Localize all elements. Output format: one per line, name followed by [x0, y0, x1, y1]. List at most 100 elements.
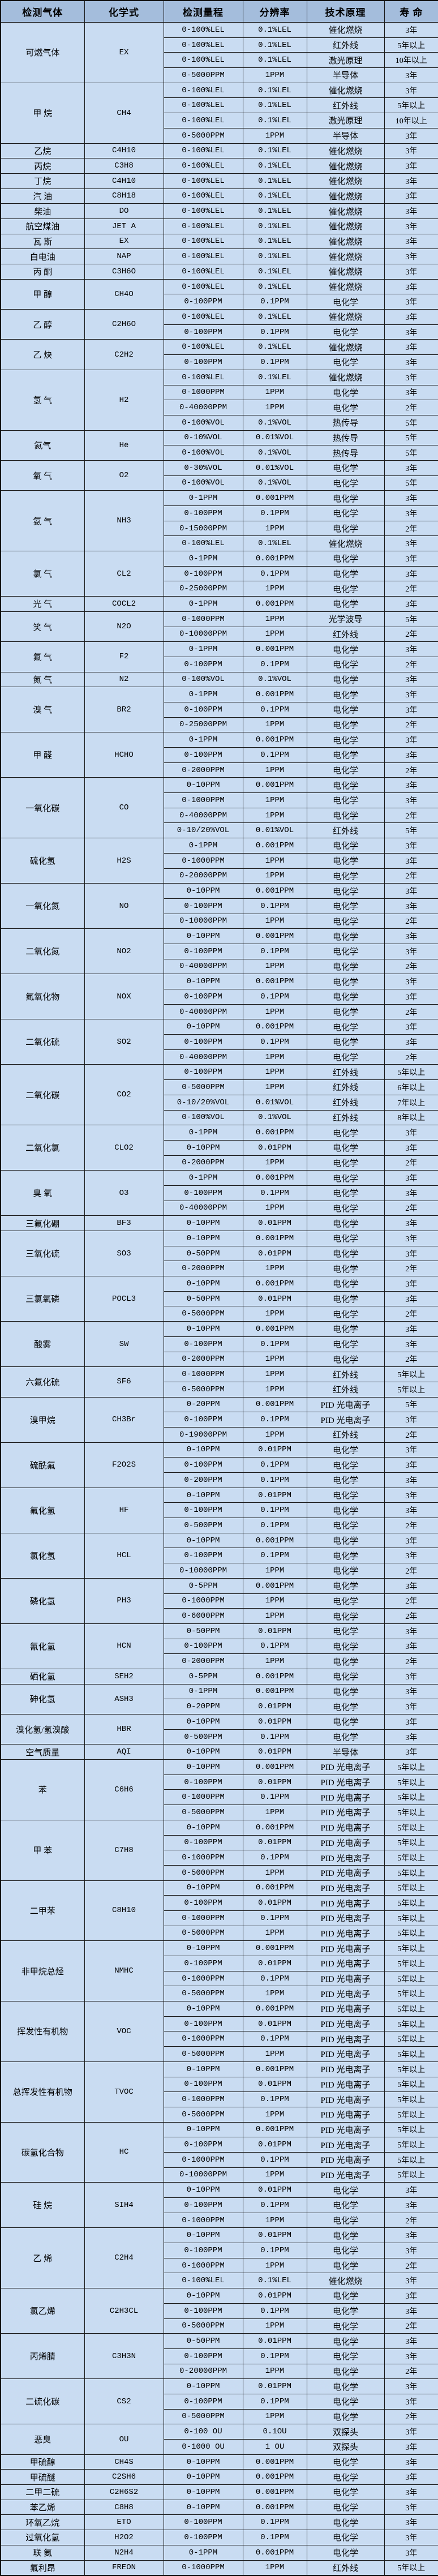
- column-header-lifespan: 寿 命: [384, 0, 438, 23]
- range-cell: 0-100PPM: [163, 1638, 243, 1655]
- table-row: 0-100PPM 0.01PPM PID 光电离子 5年以上: [1, 2016, 438, 2032]
- life-cell: 2年: [384, 717, 438, 733]
- formula-cell: HCHO: [84, 732, 164, 778]
- table-row: 0-1000 OU 1 OU 双探头 3年: [1, 2439, 438, 2455]
- table-row: 空气质量 AQI 0-10PPM 0.01PPM 半导体 3年: [0, 1744, 438, 1760]
- range-cell: 0-100PPM: [163, 505, 243, 521]
- life-cell: 3年: [384, 2393, 438, 2410]
- table-row: 硫化氢 H2S 0-1PPM 0.001PPM 电化学 3年: [0, 838, 438, 884]
- table-row: 0-2000PPM 1PPM 电化学 2年: [1, 1351, 438, 1368]
- tech-cell: 红外线: [306, 1381, 385, 1398]
- resolution-cell: 0.001PPM: [242, 1940, 307, 1956]
- range-cell: 0-100PPM: [163, 354, 243, 370]
- tech-cell: 电化学: [306, 1034, 385, 1050]
- gas-name-cell: 丙烷: [0, 158, 85, 174]
- tech-cell: 红外线: [306, 1079, 385, 1095]
- tech-cell: 电化学: [306, 596, 385, 612]
- resolution-cell: 1PPM: [242, 127, 307, 144]
- table-header-row: 检测气体 化学式 检测量程 分辨率 技术原理 寿 命: [0, 0, 438, 23]
- life-cell: 3年: [384, 1170, 438, 1186]
- formula-cell: O2: [84, 460, 164, 491]
- range-cell: 0-10PPM: [163, 2121, 243, 2138]
- tech-cell: 催化燃烧: [306, 188, 385, 204]
- life-cell: 3年: [384, 2514, 438, 2531]
- table-row: 臭 氧 O3 0-1PPM 0.001PPM 电化学 3年: [0, 1170, 438, 1216]
- life-cell: 5年以上: [384, 1956, 438, 1971]
- life-cell: 3年: [384, 2182, 438, 2198]
- tech-cell: 电化学: [306, 2408, 385, 2425]
- gas-name-cell: 柴油: [0, 203, 85, 219]
- table-row: 0-10/20%VOL 0.01%VOL 红外线 5年: [1, 822, 438, 839]
- range-cell: 0-5PPM: [163, 1578, 243, 1594]
- tech-cell: 半导体: [306, 67, 385, 83]
- gas-name-cell: 氧 气: [0, 460, 85, 491]
- formula-cell: NAP: [84, 248, 164, 264]
- table-row: 0-100%VOL 0.1%VOL 电化学 5年: [1, 475, 438, 491]
- range-cell: 0-10PPM: [163, 2182, 243, 2198]
- table-row: 0-50PPM 0.01PPM 电化学 3年: [1, 1291, 438, 1307]
- resolution-cell: 0.1%LEL: [242, 369, 307, 385]
- range-cell: 0-100PPM: [163, 2016, 243, 2032]
- gas-name-cell: 氟 气: [0, 641, 85, 672]
- gas-name-cell: 总挥发性有机物: [0, 2061, 85, 2123]
- resolution-cell: 0.1%LEL: [242, 248, 307, 264]
- tech-cell: PID 光电离子: [306, 1412, 385, 1428]
- range-cell: 0-10PPM: [163, 928, 243, 944]
- life-cell: 2年: [384, 1306, 438, 1322]
- tech-cell: 电化学: [306, 1472, 385, 1488]
- resolution-cell: 0.1PPM: [242, 505, 307, 521]
- range-cell: 0-100%LEL: [163, 2273, 243, 2289]
- life-cell: 3年: [384, 1548, 438, 1564]
- formula-cell: SW: [84, 1321, 164, 1368]
- resolution-cell: 1PPM: [242, 1426, 307, 1443]
- tech-cell: 电化学: [306, 747, 385, 763]
- resolution-cell: 0.1PPM: [242, 1638, 307, 1655]
- range-cell: 0-100 OU: [163, 2424, 243, 2440]
- tech-cell: 电化学: [306, 1004, 385, 1020]
- formula-cell: C8H8: [84, 2499, 164, 2515]
- resolution-cell: 1PPM: [242, 2212, 307, 2228]
- life-cell: 3年: [384, 218, 438, 234]
- table-row: 柴油 DO 0-100%LEL 0.1%LEL 催化燃烧 3年: [0, 203, 438, 219]
- resolution-cell: 0.1PPM: [242, 1548, 307, 1564]
- tech-cell: PID 光电离子: [306, 1774, 385, 1790]
- tech-cell: 电化学: [306, 2544, 385, 2561]
- tech-cell: 电化学: [306, 460, 385, 476]
- gas-name-cell: 一氧化氮: [0, 883, 85, 929]
- life-cell: 2年: [384, 807, 438, 824]
- range-cell: 0-1000PPM: [163, 384, 243, 401]
- life-cell: 2年: [384, 656, 438, 672]
- resolution-cell: 1PPM: [242, 1261, 307, 1277]
- life-cell: 2年: [384, 1653, 438, 1669]
- life-cell: 3年: [384, 1729, 438, 1745]
- column-header-resolution: 分辨率: [242, 0, 307, 23]
- tech-cell: 红外线: [306, 822, 385, 839]
- resolution-cell: 0.1PPM: [242, 1412, 307, 1428]
- formula-cell: SIH4: [84, 2182, 164, 2228]
- tech-cell: 电化学: [306, 1125, 385, 1141]
- table-row: 0-100PPM 0.1PPM 电化学 3年: [1, 1548, 438, 1564]
- resolution-cell: 0.1%LEL: [242, 339, 307, 355]
- table-row: 0-1000PPM 0.1PPM PID 光电离子 5年以上: [1, 2151, 438, 2168]
- life-cell: 3年: [384, 535, 438, 552]
- tech-cell: 电化学: [306, 294, 385, 310]
- life-cell: 2年: [384, 2318, 438, 2334]
- formula-cell: C2H4: [84, 2227, 164, 2289]
- tech-cell: 电化学: [306, 2288, 385, 2304]
- life-cell: 3年: [384, 248, 438, 264]
- resolution-cell: 1PPM: [242, 1805, 307, 1820]
- life-cell: 3年: [384, 460, 438, 476]
- life-cell: 10年以上: [384, 52, 438, 68]
- range-cell: 0-10PPM: [163, 1744, 243, 1760]
- formula-cell: HC: [84, 2121, 164, 2183]
- gas-name-cell: 碳氢化合物: [0, 2121, 85, 2183]
- resolution-cell: 0.01%VOL: [242, 430, 307, 446]
- tech-cell: 电化学: [306, 2393, 385, 2410]
- resolution-cell: 0.01%VOL: [242, 822, 307, 839]
- table-row: 甲硫醇 CH4S 0-10PPM 0.001PPM 电化学 3年: [0, 2454, 438, 2470]
- resolution-cell: 0.01PPM: [242, 1744, 307, 1760]
- range-cell: 0-25000PPM: [163, 581, 243, 597]
- life-cell: 2年: [384, 762, 438, 778]
- tech-cell: 电化学: [306, 1608, 385, 1624]
- gas-name-cell: 空气质量: [0, 1744, 85, 1760]
